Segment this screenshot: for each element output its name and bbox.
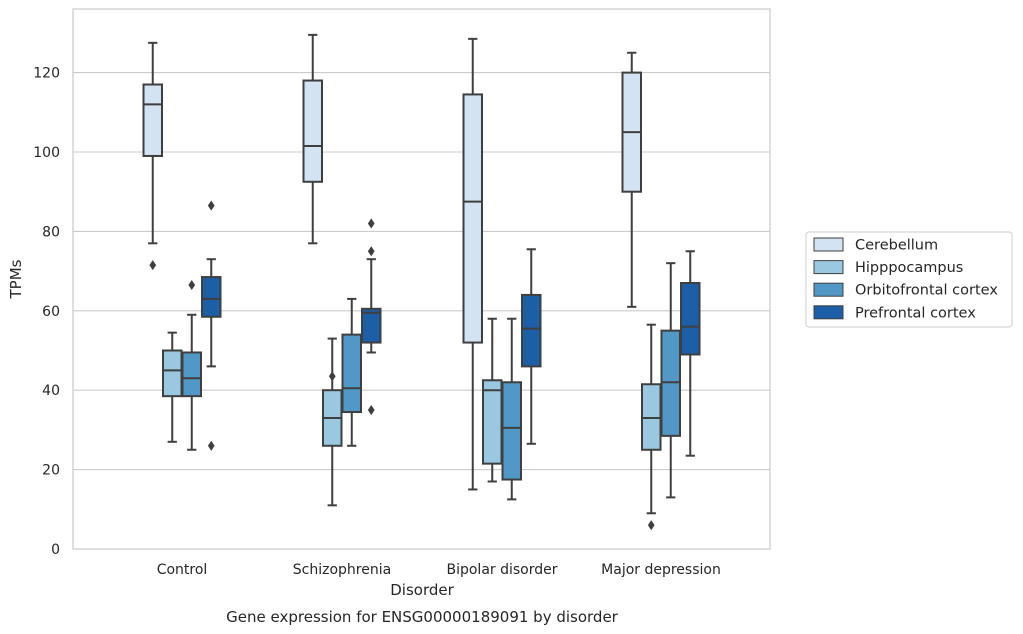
outlier-point [367,405,375,416]
box-body [181,351,202,398]
legend-frame [805,231,1013,328]
box-cerebellum [462,37,483,491]
box-body [680,282,701,356]
outlier-point [188,279,196,291]
y-tick-label: 60 [42,304,60,320]
chart-caption: Gene expression for ENSG00000189091 by d… [226,608,619,626]
box-prefrontal-cortex [361,218,382,416]
box-body [142,83,163,157]
legend: Cerebellum Hipppocampus Orbitofrontal cort… [805,231,1013,328]
legend-label: Prefrontal cortex [855,305,976,321]
box-hipppocampus [482,317,503,483]
box-body [302,79,323,183]
box-body [521,293,542,368]
x-tick-label: Major depression [601,562,721,578]
outlier-point [207,440,215,451]
grid-lines [73,72,770,550]
plot-frame [72,8,771,550]
legend-label: Cerebellum [855,238,938,254]
outlier-point [328,371,336,382]
outlier-point [367,246,375,257]
box-orbitofrontal-cortex [341,297,362,447]
legend-swatch [813,237,844,252]
box-orbitofrontal-cortex [181,279,202,451]
box-body [361,307,382,344]
y-tick-labels: 0 20 40 60 80 100 120 [33,66,60,558]
box-hipppocampus [322,337,343,507]
plot-boxes [142,33,701,531]
x-axis-label: Disorder [390,581,454,599]
y-axis-label: TPMs [7,259,25,299]
x-tick-labels: Control Schizophrenia Bipolar disorder Majo… [157,562,721,578]
box-body [341,333,362,414]
box-body [482,379,503,465]
x-tick-label: Control [157,562,208,578]
x-tick-label: Bipolar disorder [446,562,557,578]
legend-swatch [813,260,844,275]
box-body [501,381,522,481]
box-hipppocampus [641,323,662,531]
box-prefrontal-cortex [201,200,222,451]
box-orbitofrontal-cortex [660,262,681,499]
y-tick-label: 20 [42,463,60,479]
outlier-point [149,260,157,271]
y-tick-label: 120 [33,66,60,82]
box-prefrontal-cortex [521,248,542,445]
outlier-point [367,218,375,229]
legend-swatch [813,305,844,320]
y-tick-label: 0 [51,542,60,558]
y-tick-label: 40 [42,383,60,399]
y-tick-label: 100 [33,145,60,161]
box-orbitofrontal-cortex [501,317,522,501]
legend-label: Hipppocampus [855,260,963,276]
box-cerebellum [302,33,323,245]
box-body [162,349,183,398]
x-tick-label: Schizophrenia [293,562,391,578]
box-body [462,93,483,344]
legend-swatch [813,282,844,297]
box-body [201,276,222,318]
outlier-point [207,200,215,211]
y-tick-label: 80 [42,224,60,240]
outlier-point [647,520,655,531]
legend-label: Orbitofrontal cortex [855,283,998,299]
box-cerebellum [142,41,163,271]
box-cerebellum [621,51,642,308]
box-hipppocampus [162,331,183,443]
box-prefrontal-cortex [680,250,701,457]
